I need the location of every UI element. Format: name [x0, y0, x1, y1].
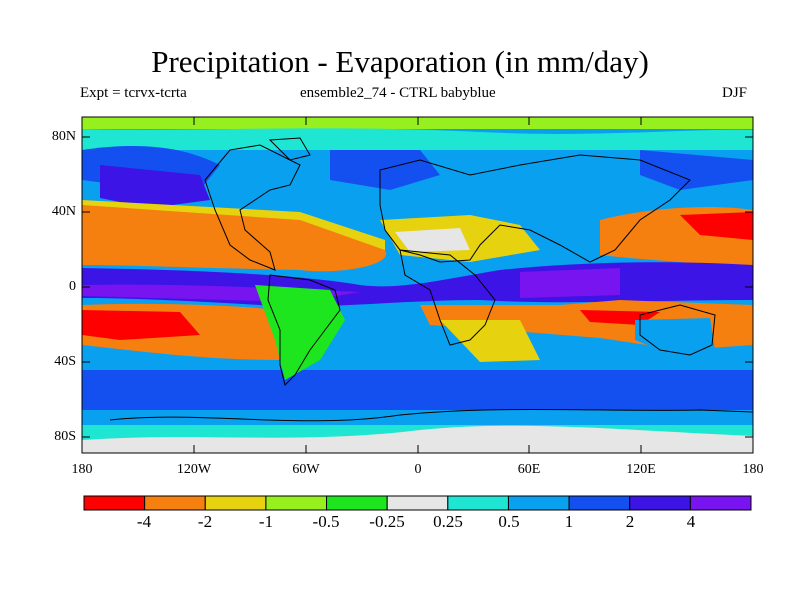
colorbar-swatch — [629, 495, 691, 511]
colorbar-swatch — [265, 495, 328, 511]
colorbar-swatch — [689, 495, 752, 511]
lat-tick-label: 40S — [54, 354, 76, 369]
colorbar-label: 0.5 — [498, 512, 520, 531]
lon-tick-label: 120E — [626, 462, 656, 477]
ensemble-label: ensemble2_74 - CTRL babyblue — [300, 85, 496, 101]
lat-tick-label: 80S — [54, 429, 76, 444]
season-label: DJF — [722, 85, 748, 101]
experiment-label: Expt = tcrvx-tcrta — [80, 85, 187, 101]
colorbar-label: -1 — [258, 512, 274, 531]
lon-tick-label: 120W — [176, 462, 212, 477]
lon-tick-label: 180 — [742, 462, 764, 477]
lon-tick-label: 180 — [71, 462, 93, 477]
lat-tick-label: 40N — [51, 204, 76, 219]
plot-title: Precipitation - Evaporation (in mm/day) — [151, 44, 649, 79]
colorbar-label: 0.25 — [433, 512, 463, 531]
colorbar-label: -4 — [136, 512, 152, 531]
colorbar-swatch — [568, 495, 631, 511]
axis-ticks — [82, 117, 753, 453]
colorbar-label: -2 — [197, 512, 213, 531]
colorbar-label: 1 — [564, 512, 574, 531]
colorbar-label: -0.5 — [312, 512, 340, 531]
colorbar-swatch — [144, 495, 206, 511]
colorbar-swatch — [386, 495, 449, 511]
colorbar-swatch — [507, 495, 570, 511]
lon-tick-label: 60E — [517, 462, 541, 477]
lon-tick-label: 60W — [292, 462, 320, 477]
colorbar-swatch — [447, 495, 509, 511]
colorbar-swatch — [204, 495, 267, 511]
colorbar-label: 4 — [686, 512, 696, 531]
colorbar — [83, 495, 752, 511]
colorbar-swatch — [326, 495, 388, 511]
coastlines — [109, 137, 754, 422]
lat-tick-label: 0 — [69, 279, 76, 294]
lon-tick-label: 0 — [414, 462, 422, 477]
colorbar-swatch — [83, 495, 146, 511]
colorbar-label: 2 — [625, 512, 635, 531]
precip-field — [82, 117, 753, 453]
lat-tick-label: 80N — [51, 129, 76, 144]
colorbar-label: -0.25 — [369, 512, 405, 531]
